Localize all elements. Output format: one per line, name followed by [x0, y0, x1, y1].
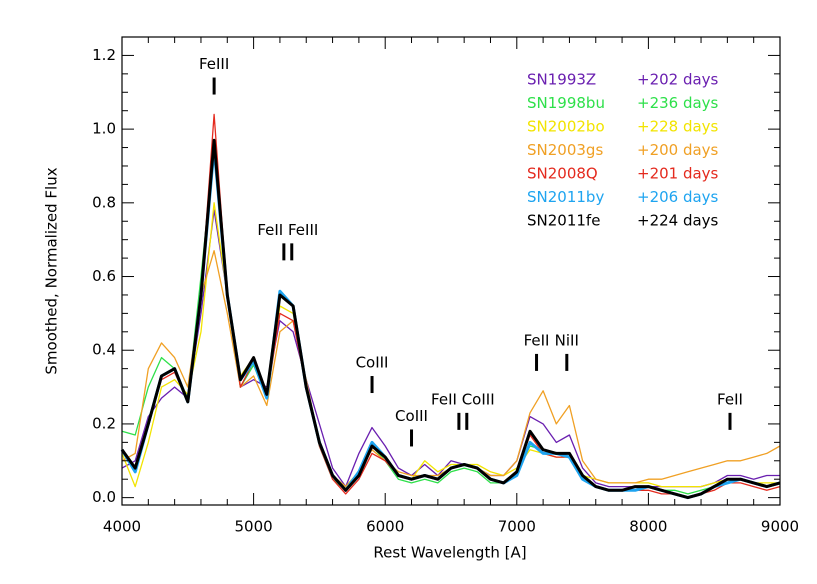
legend-epoch: +202 days: [637, 71, 719, 89]
line-id-label: FeII CoIII: [431, 390, 495, 408]
legend-epoch: +200 days: [637, 141, 719, 159]
plot-frame: [121, 36, 781, 506]
line-id-label: FeII: [524, 331, 550, 349]
x-tick-label: 4000: [103, 518, 141, 536]
x-tick-label: 8000: [629, 518, 667, 536]
y-tick-label: 0.4: [92, 341, 116, 359]
x-tick-label: 9000: [761, 518, 799, 536]
x-tick-label: 5000: [235, 518, 273, 536]
legend-label: SN2011fe: [527, 212, 600, 230]
line-id-label: CoIII: [395, 407, 428, 425]
x-tick-label: 6000: [366, 518, 404, 536]
y-tick-label: 0.2: [92, 414, 116, 432]
legend-epoch: +206 days: [637, 188, 719, 206]
series-line: [121, 250, 781, 488]
y-tick-label: 1.2: [92, 46, 116, 64]
legend-label: SN2003gs: [527, 141, 603, 159]
legend-label: SN2011by: [527, 188, 604, 206]
x-axis-label: Rest Wavelength [A]: [373, 544, 526, 562]
line-id-label: FeII: [717, 390, 743, 408]
y-axis-label: Smoothed, Normalized Flux: [43, 167, 61, 374]
legend-epoch: +224 days: [637, 212, 719, 230]
x-tick-label: 7000: [498, 518, 536, 536]
y-tick-label: 0.6: [92, 267, 116, 285]
series-line: [120, 138, 781, 500]
legend-label: SN2008Q: [527, 165, 598, 183]
legend-label: SN1998bu: [527, 94, 605, 112]
series-line: [121, 202, 780, 488]
legend-label: SN1993Z: [527, 71, 596, 89]
legend-epoch: +201 days: [637, 165, 719, 183]
line-id-label: NiII: [555, 331, 579, 349]
legend-epoch: +228 days: [637, 118, 719, 136]
legend-label: SN2002bo: [527, 118, 605, 136]
y-tick-label: 0.0: [92, 488, 116, 506]
y-tick-label: 0.8: [92, 193, 116, 211]
legend-epoch: +236 days: [637, 94, 719, 112]
line-id-label: FeIII: [199, 55, 229, 73]
line-id-label: CoIII: [356, 354, 389, 372]
line-id-label: FeII FeIII: [257, 221, 318, 239]
y-tick-label: 1.0: [92, 120, 116, 138]
